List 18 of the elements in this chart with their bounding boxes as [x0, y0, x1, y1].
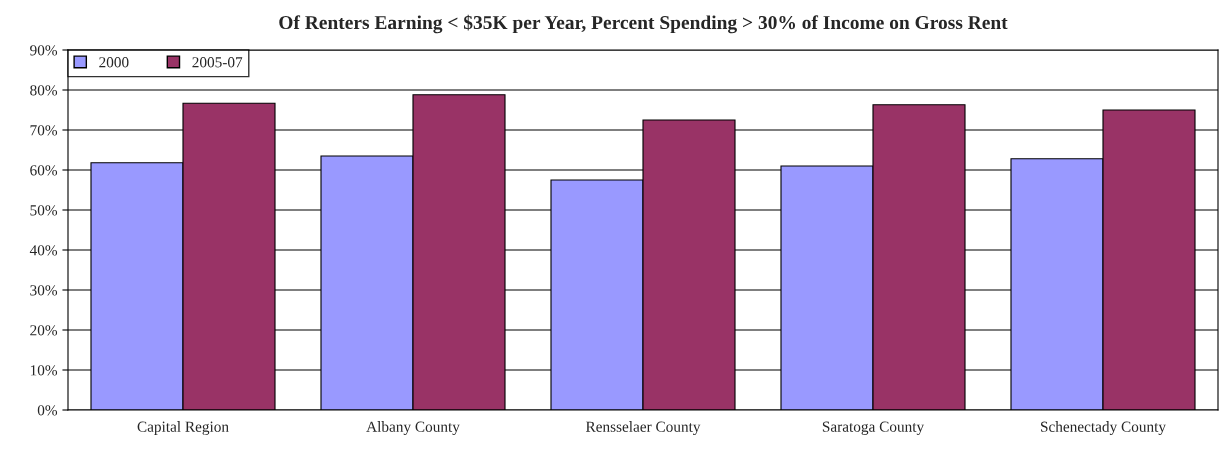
chart-title: Of Renters Earning < $35K per Year, Percent Spending > 30% of Income on Gross Rent [279, 14, 1008, 34]
y-tick-label: 70% [30, 125, 58, 136]
x-tick-label: Albany County [366, 421, 460, 436]
y-tick-label: 80% [30, 85, 58, 96]
y-tick-label: 40% [29, 245, 58, 256]
y-tick-label: 0% [37, 405, 58, 416]
y-tick-label: 30% [30, 285, 58, 296]
legend-label: 2000 [99, 57, 129, 68]
x-tick-label: Schenectady County [1041, 421, 1166, 436]
x-tick-label: Saratoga County [822, 421, 925, 435]
legend-label: 2005-07 [192, 57, 243, 68]
y-tick-label: 90% [30, 45, 58, 56]
y-tick-label: 60% [30, 165, 58, 176]
y-tick-label: 50% [30, 205, 58, 216]
y-tick-label: 10% [30, 365, 58, 376]
x-tick-label: Rensselaer County [585, 421, 701, 436]
x-tick-label: Capital Region [137, 421, 229, 436]
y-tick-label: 20% [30, 325, 58, 336]
